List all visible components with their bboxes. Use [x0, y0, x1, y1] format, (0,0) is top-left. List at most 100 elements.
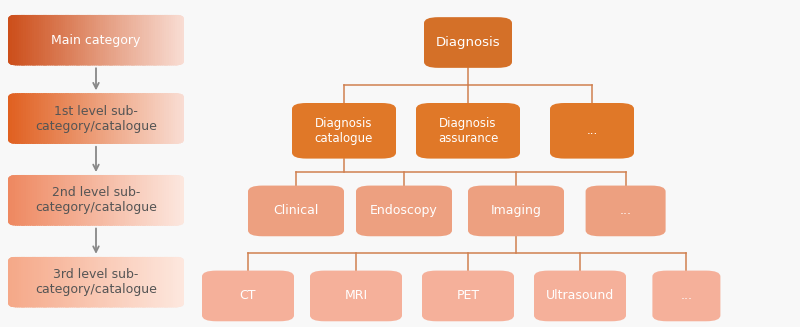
Bar — [151, 175, 154, 226]
Bar — [56, 93, 59, 144]
Bar — [155, 93, 158, 144]
Bar — [14, 93, 18, 144]
Bar — [149, 257, 151, 307]
Bar — [102, 175, 106, 226]
Bar — [125, 93, 127, 144]
Bar — [158, 15, 160, 65]
Bar — [78, 93, 81, 144]
Bar — [17, 175, 19, 226]
Bar — [118, 257, 121, 307]
Bar — [63, 15, 66, 65]
Bar — [8, 15, 10, 65]
Bar — [118, 175, 121, 226]
Bar — [41, 15, 43, 65]
Bar — [158, 257, 160, 307]
Bar — [101, 175, 103, 226]
Bar — [39, 257, 42, 307]
Bar — [136, 175, 138, 226]
Text: 1st level sub-
category/catalogue: 1st level sub- category/catalogue — [35, 105, 157, 132]
Bar — [178, 257, 180, 307]
Bar — [160, 15, 162, 65]
Bar — [14, 175, 18, 226]
Bar — [101, 93, 103, 144]
Bar — [169, 15, 171, 65]
Bar — [179, 93, 182, 144]
Bar — [26, 175, 28, 226]
Bar — [178, 175, 180, 226]
Bar — [63, 257, 66, 307]
Bar — [182, 93, 184, 144]
Bar — [17, 257, 19, 307]
Bar — [41, 93, 43, 144]
FancyBboxPatch shape — [424, 17, 512, 68]
Bar — [169, 93, 171, 144]
Bar — [66, 15, 68, 65]
Bar — [48, 93, 50, 144]
Bar — [90, 93, 92, 144]
Bar — [142, 175, 145, 226]
Bar — [39, 175, 42, 226]
Bar — [116, 93, 118, 144]
Bar — [22, 93, 24, 144]
Bar — [23, 93, 26, 144]
Bar — [66, 93, 68, 144]
Text: Endoscopy: Endoscopy — [370, 204, 438, 217]
Bar — [54, 15, 57, 65]
Bar — [52, 93, 54, 144]
Bar — [154, 15, 156, 65]
Bar — [10, 257, 13, 307]
Text: Diagnosis
catalogue: Diagnosis catalogue — [315, 117, 373, 145]
Bar — [162, 257, 165, 307]
Bar — [52, 15, 54, 65]
Bar — [151, 93, 154, 144]
Bar — [48, 15, 50, 65]
Bar — [46, 15, 48, 65]
Bar — [37, 175, 39, 226]
Bar — [32, 15, 35, 65]
Bar — [155, 15, 158, 65]
Bar — [146, 175, 149, 226]
Bar — [34, 175, 37, 226]
Bar — [70, 93, 72, 144]
Bar — [72, 93, 74, 144]
Bar — [30, 93, 33, 144]
Bar — [58, 93, 61, 144]
Bar — [98, 15, 101, 65]
Bar — [74, 93, 77, 144]
Bar — [162, 175, 165, 226]
Bar — [50, 175, 53, 226]
Bar — [122, 15, 125, 65]
Bar — [96, 93, 98, 144]
Bar — [182, 257, 184, 307]
Bar — [19, 175, 22, 226]
Bar — [154, 257, 156, 307]
Bar — [136, 257, 138, 307]
Bar — [30, 257, 33, 307]
Bar — [90, 175, 92, 226]
Bar — [78, 175, 81, 226]
Bar — [90, 15, 92, 65]
Bar — [111, 93, 114, 144]
Bar — [67, 175, 70, 226]
Bar — [85, 15, 88, 65]
Bar — [166, 175, 169, 226]
Bar — [178, 93, 180, 144]
FancyBboxPatch shape — [468, 185, 564, 236]
Bar — [85, 257, 88, 307]
Bar — [56, 15, 59, 65]
Bar — [182, 175, 184, 226]
Bar — [162, 15, 165, 65]
Bar — [120, 257, 123, 307]
Bar — [61, 175, 63, 226]
Text: Main category: Main category — [51, 34, 141, 46]
Bar — [109, 257, 112, 307]
Text: ...: ... — [680, 289, 692, 302]
Bar — [72, 15, 74, 65]
Bar — [19, 257, 22, 307]
Bar — [101, 257, 103, 307]
Bar — [107, 93, 110, 144]
Bar — [48, 257, 50, 307]
Bar — [134, 15, 136, 65]
Bar — [134, 93, 136, 144]
Bar — [146, 93, 149, 144]
